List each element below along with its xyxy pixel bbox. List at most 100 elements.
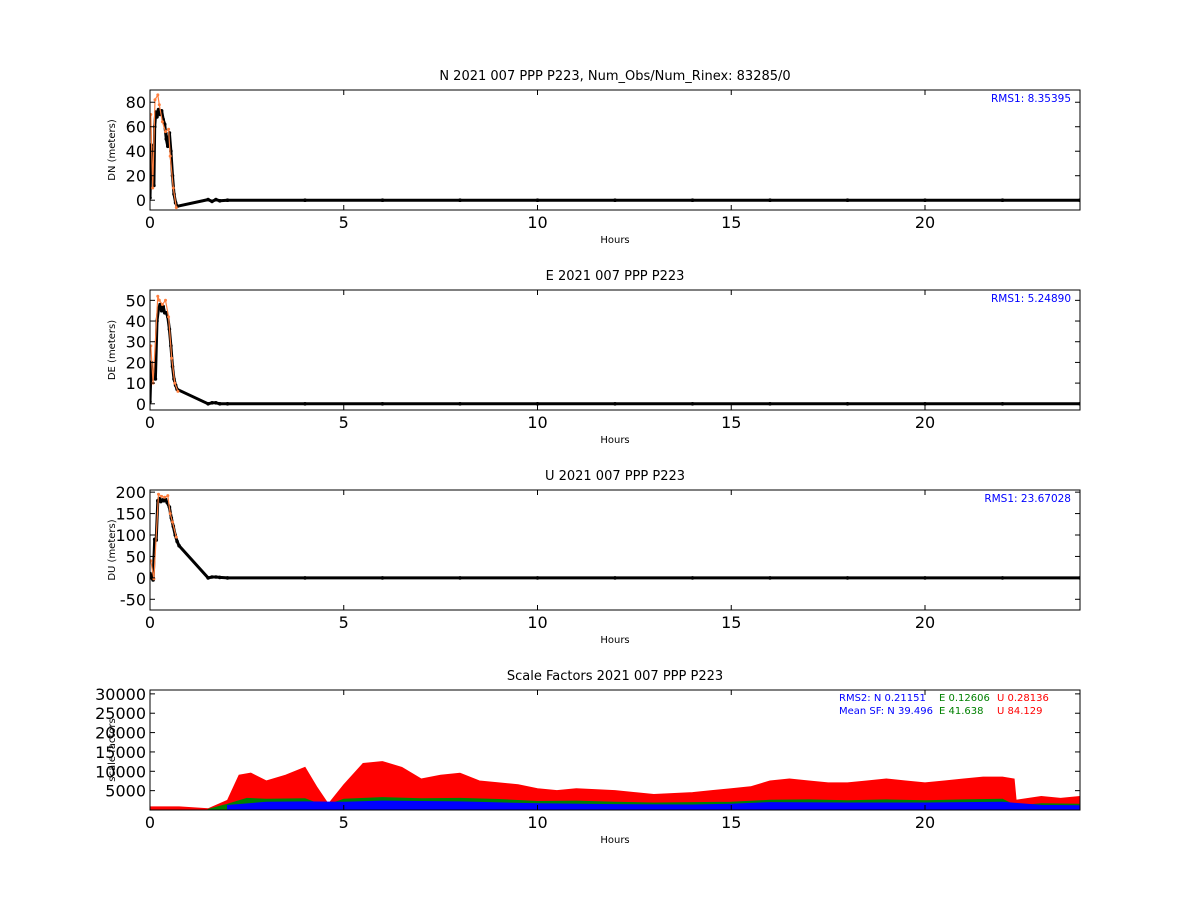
data-point [156, 107, 161, 112]
data-point [768, 198, 772, 202]
y-tick-label: 0 [136, 191, 146, 210]
y-tick-label: 25000 [95, 704, 146, 723]
data-point [159, 308, 164, 313]
x-axis-label: Hours [600, 835, 629, 846]
data-point [150, 559, 153, 563]
x-axis-label: Hours [600, 635, 629, 646]
data-point [458, 402, 462, 406]
stats-annotation: E 41.638 [939, 706, 984, 717]
data-point [151, 186, 155, 190]
data-point [225, 198, 230, 202]
y-tick-label: 10 [126, 374, 146, 393]
data-point [210, 575, 214, 579]
data-point [155, 115, 159, 119]
panel-title: Scale Factors 2021 007 PPP P223 [507, 669, 723, 684]
rms-annotation: RMS1: 8.35395 [991, 93, 1071, 105]
data-point [214, 575, 218, 579]
y-tick-label: 20 [126, 353, 146, 372]
data-point [167, 315, 171, 319]
data-point [218, 402, 222, 406]
x-tick-label: 0 [145, 613, 155, 632]
data-layer [150, 294, 1080, 406]
x-tick-label: 0 [145, 813, 155, 832]
panel-title: U 2021 007 PPP P223 [545, 469, 685, 484]
data-point [303, 402, 307, 406]
data-point [150, 113, 153, 116]
data-point [303, 198, 307, 202]
data-layer [150, 761, 1080, 810]
y-tick-label: 40 [126, 142, 146, 161]
data-point [206, 197, 210, 202]
data-point [1000, 198, 1005, 202]
plot-frame [149, 289, 1081, 411]
data-point [458, 576, 462, 580]
x-tick-label: 10 [527, 413, 547, 432]
data-point [157, 492, 160, 496]
data-point [690, 402, 695, 406]
stats-annotation: Mean SF: N 39.496 [839, 706, 933, 717]
data-point [206, 402, 210, 406]
data-layer [150, 492, 1080, 582]
data-point [157, 298, 161, 302]
data-point [176, 389, 180, 393]
x-tick-label: 5 [339, 413, 349, 432]
data-point [1000, 402, 1005, 406]
data-point [156, 294, 160, 298]
data-point [168, 512, 172, 516]
data-point [167, 127, 171, 131]
data-point [156, 93, 160, 97]
x-tick-label: 10 [527, 213, 547, 232]
x-tick-label: 10 [527, 813, 547, 832]
series-area-3 [227, 800, 1080, 810]
data-point [166, 144, 170, 149]
data-point [160, 303, 164, 306]
data-point [164, 137, 169, 141]
y-tick-label: -50 [120, 590, 146, 609]
data-point [170, 356, 174, 360]
data-point [380, 576, 385, 580]
x-tick-label: 20 [915, 813, 935, 832]
data-point [845, 198, 850, 202]
data-point [768, 576, 772, 580]
data-point [160, 494, 164, 498]
y-tick-label: 30 [126, 333, 146, 352]
data-point [177, 543, 181, 548]
data-point [225, 576, 230, 580]
y-tick-label: 50 [126, 291, 146, 310]
data-point [163, 495, 167, 499]
panel-title: N 2021 007 PPP P223, Num_Obs/Num_Rinex: … [439, 69, 790, 84]
data-point [168, 154, 172, 158]
data-point [206, 576, 210, 580]
data-point [157, 103, 161, 107]
data-point [214, 401, 218, 405]
y-tick-label: 40 [126, 312, 146, 331]
data-point [845, 402, 850, 406]
data-layer [150, 93, 1080, 210]
x-tick-label: 20 [915, 213, 935, 232]
plot-frame [149, 489, 1081, 611]
data-point [153, 98, 157, 102]
stats-annotation: U 84.129 [997, 706, 1043, 717]
series-line-2 [150, 295, 179, 392]
y-tick-label: 20 [126, 167, 146, 186]
data-point [225, 402, 230, 406]
data-point [210, 401, 214, 405]
y-axis-label: DE (meters) [107, 320, 118, 380]
panel-1: N 2021 007 PPP P223, Num_Obs/Num_Rinex: … [107, 69, 1081, 246]
data-point [845, 576, 850, 580]
data-point [174, 535, 178, 539]
data-point [166, 494, 170, 498]
y-tick-label: 0 [136, 395, 146, 414]
series-line-1 [150, 108, 1080, 208]
y-tick-label: 0 [136, 569, 146, 588]
y-tick-label: 20000 [95, 724, 146, 743]
panel-4: Scale Factors 2021 007 PPP P223 0 5 10 15 20 5… [95, 669, 1081, 846]
data-point [153, 377, 158, 381]
data-point [690, 198, 695, 202]
data-point [613, 576, 617, 580]
data-point [535, 198, 540, 202]
x-tick-label: 15 [721, 813, 741, 832]
data-point [160, 120, 164, 124]
y-tick-label: 200 [115, 483, 146, 502]
